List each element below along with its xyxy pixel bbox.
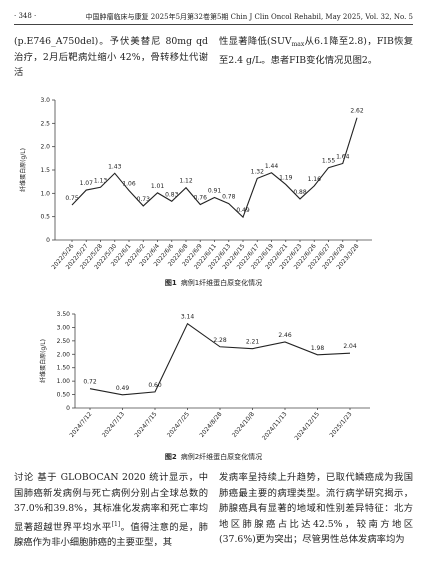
data-label: 0.60 xyxy=(148,382,162,389)
data-label: 1.07 xyxy=(80,180,94,187)
x-tick-label: 2024/7/25 xyxy=(166,411,191,439)
y-tick-label: 0 xyxy=(46,237,50,244)
data-label: 2.28 xyxy=(213,337,227,344)
x-tick-label: 2024/11/13 xyxy=(261,411,289,442)
y-tick-label: 1.50 xyxy=(57,365,71,372)
paragraph: 讨论 基于 GLOBOCAN 2020 统计显示，中国肺癌新发病例与死亡病例分别… xyxy=(14,470,208,551)
y-tick-label: 2.5 xyxy=(40,120,50,127)
data-line xyxy=(71,117,358,219)
text: 讨论 基于 GLOBOCAN 2020 统计显示，中国肺癌新发病例与死亡病例分别… xyxy=(14,472,208,533)
figure-number: 图2 xyxy=(164,453,177,461)
x-tick-label: 2024/8/28 xyxy=(198,411,223,439)
data-label: 0.72 xyxy=(83,379,97,386)
y-axis-label: 纤维蛋白原(g/L) xyxy=(19,148,27,192)
data-label: 0.91 xyxy=(208,188,222,195)
data-label: 3.14 xyxy=(181,314,195,321)
x-tick-label: 2024/7/15 xyxy=(133,411,158,439)
y-tick-label: 3.50 xyxy=(57,311,71,318)
x-tick-label: 2024/7/13 xyxy=(101,411,126,439)
data-label: 0.76 xyxy=(194,195,208,202)
data-label: 2.04 xyxy=(343,343,357,350)
citation: [1] xyxy=(111,520,121,528)
data-label: 1.12 xyxy=(179,178,193,185)
data-label: 0.78 xyxy=(222,194,236,201)
data-label: 2.21 xyxy=(246,339,260,346)
paragraph: (p.E746_A750del)。予伏美替尼 80mg qd 治疗，2月后靶病灶… xyxy=(14,36,208,78)
x-tick-label: 2024/12/15 xyxy=(293,411,321,442)
data-label: 0.83 xyxy=(165,191,179,198)
y-tick-label: 0 xyxy=(66,405,70,412)
paragraph: 发病率呈持续上升趋势，已取代鳞癌成为我国肺癌最主要的病理类型。流行病学研究揭示，… xyxy=(219,472,413,545)
journal-info: 中国肿瘤临床与康复 2025年5月第32卷第5期 Chin J Clin Onc… xyxy=(85,13,413,21)
y-tick-label: 0.50 xyxy=(57,392,71,399)
data-label: 0.88 xyxy=(293,189,307,196)
figure-caption: 图2 病例2纤维蛋白原变化情况 xyxy=(0,452,427,462)
y-tick-label: 1.00 xyxy=(57,378,71,385)
y-tick-label: 2.50 xyxy=(57,338,71,345)
y-tick-label: 3.0 xyxy=(40,97,50,104)
data-label: 1.01 xyxy=(151,183,165,190)
y-tick-label: 0.5 xyxy=(40,214,50,221)
subscript: max xyxy=(291,41,305,48)
data-label: 0.49 xyxy=(236,207,250,214)
data-label: 1.98 xyxy=(311,345,325,352)
caption-text: 病例2纤维蛋白原变化情况 xyxy=(180,453,263,461)
paragraph: 性显著降低(SUVmax从6.1降至2.8)，FIB恢复至2.4 g/L。患者F… xyxy=(219,34,413,68)
text: 。值得注意的是，肺腺癌作为非小细胞肺癌的主要亚型，其 xyxy=(14,521,208,549)
data-label: 1.16 xyxy=(308,176,322,183)
data-label: 0.75 xyxy=(65,195,79,202)
data-line xyxy=(89,322,351,396)
data-label: 2.62 xyxy=(350,108,364,115)
page-number: · 348 · xyxy=(14,12,37,20)
text: 性显著降低(SUV xyxy=(219,36,292,47)
data-label: 1.44 xyxy=(265,163,279,170)
data-label: 0.73 xyxy=(137,196,151,203)
data-label: 0.49 xyxy=(116,385,130,392)
data-label: 1.64 xyxy=(336,153,350,160)
figure-number: 图1 xyxy=(164,279,177,287)
data-label: 1.55 xyxy=(322,158,336,165)
caption-text: 病例1纤维蛋白原变化情况 xyxy=(180,279,263,287)
data-label: 1.19 xyxy=(279,174,293,181)
data-label: 1.13 xyxy=(94,177,108,184)
x-tick-label: 2024/10/8 xyxy=(231,411,256,439)
y-tick-label: 2.00 xyxy=(57,351,71,358)
data-label: 1.43 xyxy=(108,163,122,170)
data-label: 1.06 xyxy=(122,181,136,188)
y-tick-label: 1.0 xyxy=(40,190,50,197)
data-label: 1.32 xyxy=(251,168,265,175)
y-tick-label: 1.5 xyxy=(40,167,50,174)
y-axis-label: 纤维蛋白原(g/L) xyxy=(39,339,47,383)
chart: 0 0.50 1.00 1.50 2.00 2.50 3.00 3.50 纤维蛋白原(g/L) 0… xyxy=(39,311,370,442)
header-rule xyxy=(14,24,413,25)
x-tick-label: 2025/1/23 xyxy=(328,411,353,439)
data-label: 2.46 xyxy=(278,332,292,339)
text: 从6.1降至2.8)，FIB恢复至2.4 g/L。患者FIB变化情况见图2。 xyxy=(219,36,413,66)
y-tick-label: 2.0 xyxy=(40,144,50,151)
y-tick-label: 3.00 xyxy=(57,324,71,331)
x-tick-label: 2024/7/12 xyxy=(68,411,93,439)
figure-caption: 图1 病例1纤维蛋白原变化情况 xyxy=(0,278,427,288)
